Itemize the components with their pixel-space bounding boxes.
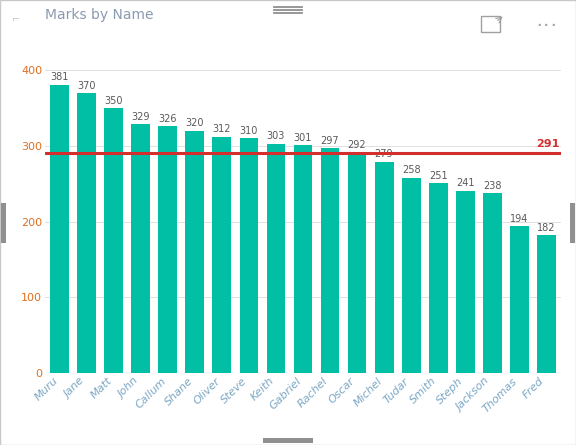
- Text: 297: 297: [321, 136, 339, 146]
- Bar: [104, 108, 123, 373]
- Bar: [213, 137, 232, 373]
- Text: 238: 238: [483, 181, 501, 190]
- Text: 182: 182: [537, 223, 555, 233]
- Bar: [240, 138, 259, 373]
- Text: 251: 251: [429, 171, 448, 181]
- Bar: [481, 16, 500, 32]
- Bar: [374, 162, 393, 373]
- Bar: [294, 145, 312, 373]
- Text: 381: 381: [51, 72, 69, 82]
- Bar: [321, 148, 339, 373]
- Text: 258: 258: [401, 166, 420, 175]
- Text: 291: 291: [536, 139, 560, 149]
- Bar: [347, 152, 366, 373]
- Bar: [510, 226, 529, 373]
- Text: 241: 241: [456, 178, 475, 188]
- Text: 326: 326: [158, 114, 177, 124]
- Bar: [267, 144, 286, 373]
- Bar: [51, 85, 69, 373]
- Bar: [77, 93, 96, 373]
- Bar: [131, 124, 150, 373]
- Text: 370: 370: [78, 81, 96, 91]
- Bar: [456, 190, 475, 373]
- Bar: [401, 178, 420, 373]
- Text: 310: 310: [240, 126, 258, 136]
- Text: 350: 350: [105, 96, 123, 106]
- Bar: [483, 193, 502, 373]
- Text: 303: 303: [267, 131, 285, 142]
- Text: ...: ...: [536, 16, 558, 28]
- Bar: [537, 235, 556, 373]
- Text: 279: 279: [375, 150, 393, 159]
- Bar: [158, 126, 177, 373]
- Text: 292: 292: [348, 140, 366, 150]
- Text: 329: 329: [132, 112, 150, 121]
- Text: 301: 301: [294, 133, 312, 143]
- Bar: [185, 131, 204, 373]
- Bar: [429, 183, 448, 373]
- Text: 320: 320: [185, 118, 204, 129]
- Text: ⌐: ⌐: [12, 13, 20, 23]
- Text: 312: 312: [213, 125, 231, 134]
- Text: 194: 194: [510, 214, 528, 224]
- Text: Marks by Name: Marks by Name: [45, 8, 153, 22]
